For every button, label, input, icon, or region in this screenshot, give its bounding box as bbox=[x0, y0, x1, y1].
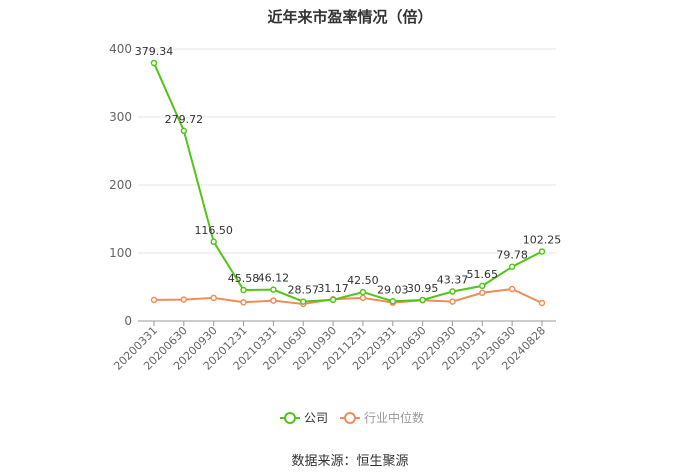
y-tick-label: 0 bbox=[124, 314, 132, 328]
data-point bbox=[449, 288, 456, 295]
data-point bbox=[270, 286, 277, 293]
data-point bbox=[150, 59, 158, 67]
data-label: 116.50 bbox=[194, 224, 233, 237]
y-tick-label: 200 bbox=[109, 178, 132, 192]
source-note: 数据来源：恒生聚源 bbox=[291, 454, 409, 469]
data-point bbox=[180, 127, 188, 135]
legend-label: 公司 bbox=[304, 411, 328, 425]
data-label: 31.17 bbox=[317, 282, 349, 295]
data-point bbox=[210, 294, 217, 302]
data-point bbox=[389, 298, 397, 305]
data-point bbox=[419, 296, 426, 304]
data-point bbox=[508, 285, 516, 293]
chart-title: 近年来市盈率情况（倍） bbox=[267, 8, 433, 26]
data-label: 42.50 bbox=[347, 274, 379, 287]
series-line bbox=[153, 62, 543, 303]
data-point bbox=[299, 298, 307, 305]
legend-marker bbox=[284, 412, 296, 424]
data-point bbox=[538, 299, 546, 307]
data-point bbox=[329, 296, 337, 304]
data-point bbox=[359, 294, 367, 302]
data-point bbox=[240, 299, 247, 306]
legend-label: 行业中位数 bbox=[364, 410, 424, 425]
data-label: 28.57 bbox=[287, 284, 319, 297]
data-label: 102.25 bbox=[523, 233, 562, 246]
data-point bbox=[538, 248, 546, 255]
data-point bbox=[479, 289, 486, 297]
data-label: 279.72 bbox=[165, 113, 204, 126]
legend-marker bbox=[344, 412, 356, 424]
data-label: 46.12 bbox=[258, 272, 290, 285]
data-point bbox=[479, 282, 486, 290]
data-point bbox=[359, 288, 367, 296]
data-point bbox=[210, 238, 217, 246]
series-line bbox=[153, 288, 543, 306]
data-point bbox=[449, 298, 456, 305]
data-label: 30.95 bbox=[407, 282, 439, 295]
data-label: 51.65 bbox=[467, 268, 499, 281]
data-point bbox=[150, 296, 158, 304]
data-point bbox=[180, 296, 188, 303]
data-point bbox=[270, 297, 277, 304]
data-label: 29.03 bbox=[377, 283, 409, 296]
y-tick-label: 300 bbox=[109, 110, 132, 124]
y-tick-label: 400 bbox=[109, 42, 132, 56]
data-point bbox=[240, 286, 247, 294]
data-label: 379.34 bbox=[135, 45, 174, 58]
data-label: 43.37 bbox=[437, 274, 469, 287]
data-point bbox=[508, 263, 516, 270]
data-label: 45.58 bbox=[228, 272, 260, 285]
data-label: 79.78 bbox=[496, 249, 528, 262]
y-tick-label: 100 bbox=[109, 246, 132, 260]
